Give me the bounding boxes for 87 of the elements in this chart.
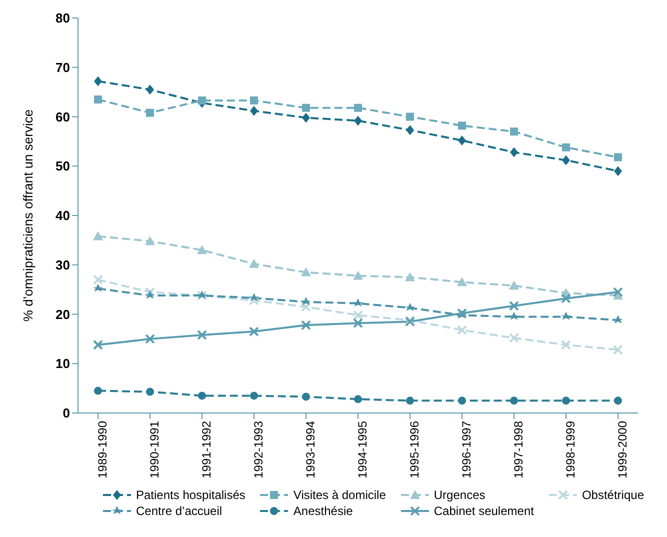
point [93,231,103,240]
x-tick-label: 1995-1996 [408,420,422,478]
point [94,76,102,86]
point [406,396,414,405]
point [562,143,570,152]
point [458,396,466,405]
point [353,310,363,320]
point [146,388,154,396]
point [145,287,155,298]
point [509,332,519,343]
legend-label: Centre d’accueil [136,504,222,518]
x-tick-label: 1993-1994 [304,420,318,478]
point [93,340,103,350]
point [249,258,259,268]
x-tick-label: 1991-1992 [200,420,214,478]
x-tick-label: 1999-2000 [616,420,630,478]
point [405,272,415,282]
y-tick-label: 30 [56,257,70,272]
point [198,96,206,104]
point [562,396,570,405]
point [250,106,258,116]
point [302,392,310,401]
y-tick-label: 60 [56,109,70,124]
point [302,112,310,123]
point [301,267,311,276]
y-tick-label: 0 [62,406,70,421]
y-tick-label: 40 [56,208,70,224]
x-tick-label: 1996-1997 [460,420,474,478]
point [197,245,207,254]
point [93,274,103,285]
point [301,320,311,330]
y-axis-title: % d’omnipraticiens offrant un service [20,109,36,322]
x-tick-label: 1997-1998 [512,420,526,478]
y-tick-label: 20 [56,306,70,322]
point [406,125,414,136]
point [457,277,467,286]
point [145,236,155,246]
y-tick-label: 50 [56,158,70,174]
x-tick-label: 1992-1993 [252,420,266,478]
point [614,153,622,162]
legend-label: Patients hospitalisés [136,488,246,502]
point [354,116,362,126]
point [353,270,363,280]
point [561,340,571,350]
point [94,386,102,395]
point [302,104,310,112]
point [146,108,154,117]
point [250,96,258,104]
point [561,293,571,304]
x-tick-label: 1998-1999 [564,420,578,478]
point [354,104,362,112]
point [614,166,622,176]
x-tick-label: 1989-1990 [96,420,110,478]
point [510,128,518,136]
point [509,300,519,311]
y-tick-label: 10 [56,356,70,372]
point [198,392,206,400]
legend-label: Obstétrique [582,488,644,502]
point [301,302,311,312]
point [613,344,623,355]
point [197,330,207,340]
legend-label: Visites à domicile [293,488,386,502]
point [458,135,466,146]
point [510,147,518,158]
point [354,395,362,404]
point [510,396,518,405]
point [146,84,154,95]
point [614,396,622,405]
x-tick-label: 1994-1995 [356,420,370,478]
point [613,287,623,298]
point [406,112,414,121]
legend-label: Anesthésie [293,504,353,518]
legend-label: Cabinet seulement [434,504,534,518]
point [353,318,363,328]
point [562,155,570,166]
point [249,295,259,306]
point [458,122,466,130]
x-tick-label: 1990-1991 [148,420,162,478]
point [249,326,259,337]
legend-label: Urgences [434,488,486,502]
point [145,334,155,344]
point [94,95,102,104]
y-tick-label: 80 [56,10,70,26]
point [509,280,519,290]
point [250,392,258,400]
point [457,325,467,336]
y-tick-label: 70 [56,60,70,75]
